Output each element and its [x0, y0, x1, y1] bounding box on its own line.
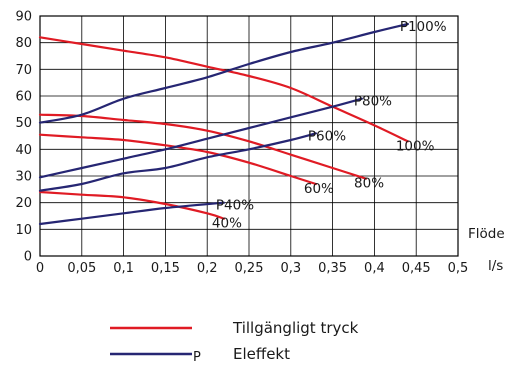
legend-label-pressure: Tillgängligt tryck	[232, 319, 359, 337]
series-labels: 100% 80% 60% 40% P100% P80% P60% P40%	[212, 19, 447, 232]
x-tick-label: 0,5	[448, 261, 469, 276]
y-tick-label: 50	[15, 116, 32, 131]
y-tick-label: 30	[15, 170, 32, 185]
series-label-60pct: 60%	[304, 181, 334, 197]
y-tick-label: 70	[15, 63, 32, 78]
y-tick-labels: 0 10 20 30 40 50 60 70 80 90	[15, 10, 32, 265]
series-label-p100pct: P100%	[400, 19, 447, 35]
y-tick-label: 40	[15, 143, 32, 158]
y-tick-label: 80	[15, 36, 32, 51]
y-tick-label: 20	[15, 196, 32, 211]
x-tick-label: 0,4	[364, 261, 385, 276]
legend: Tillgängligt tryck P Eleffekt	[110, 319, 359, 365]
y-tick-label: 10	[15, 223, 32, 238]
y-tick-label: 0	[24, 250, 32, 265]
legend-label-power: Eleffekt	[233, 345, 290, 363]
series-line-p60pct	[38, 132, 317, 192]
series-line-80pct	[38, 113, 368, 180]
x-tick-label: 0,2	[197, 261, 218, 276]
legend-prefix-power: P	[193, 350, 201, 365]
x-tick-label: 0,25	[235, 261, 264, 276]
x-tick-labels: 0 0,05 0,1 0,15 0,2 0,25 0,3 0,35 0,4 0,45 0,5	[36, 261, 468, 276]
y-tick-label: 90	[15, 10, 32, 25]
x-tick-label: 0,1	[113, 261, 134, 276]
series-line-p40pct	[38, 201, 226, 226]
x-tick-label: 0,45	[402, 261, 431, 276]
series-lines	[38, 22, 409, 226]
series-label-100pct: 100%	[396, 138, 435, 154]
x-tick-label: 0,05	[67, 261, 96, 276]
series-line-p80pct	[38, 97, 363, 179]
series-line-40pct	[38, 190, 226, 220]
x-axis-label: Flöde	[468, 226, 505, 242]
series-label-80pct: 80%	[354, 176, 384, 192]
x-tick-label: 0,15	[151, 261, 180, 276]
series-label-p80pct: P80%	[354, 94, 392, 110]
series-line-60pct	[38, 133, 317, 186]
series-label-p40pct: P40%	[216, 198, 254, 214]
x-axis-unit: l/s	[488, 258, 503, 274]
series-line-p100pct	[38, 22, 409, 124]
x-tick-label: 0	[36, 261, 44, 276]
series-label-p60pct: P60%	[308, 128, 346, 144]
x-tick-label: 0,35	[318, 261, 347, 276]
y-tick-label: 60	[15, 90, 32, 105]
series-label-40pct: 40%	[212, 216, 242, 232]
x-tick-label: 0,3	[280, 261, 301, 276]
